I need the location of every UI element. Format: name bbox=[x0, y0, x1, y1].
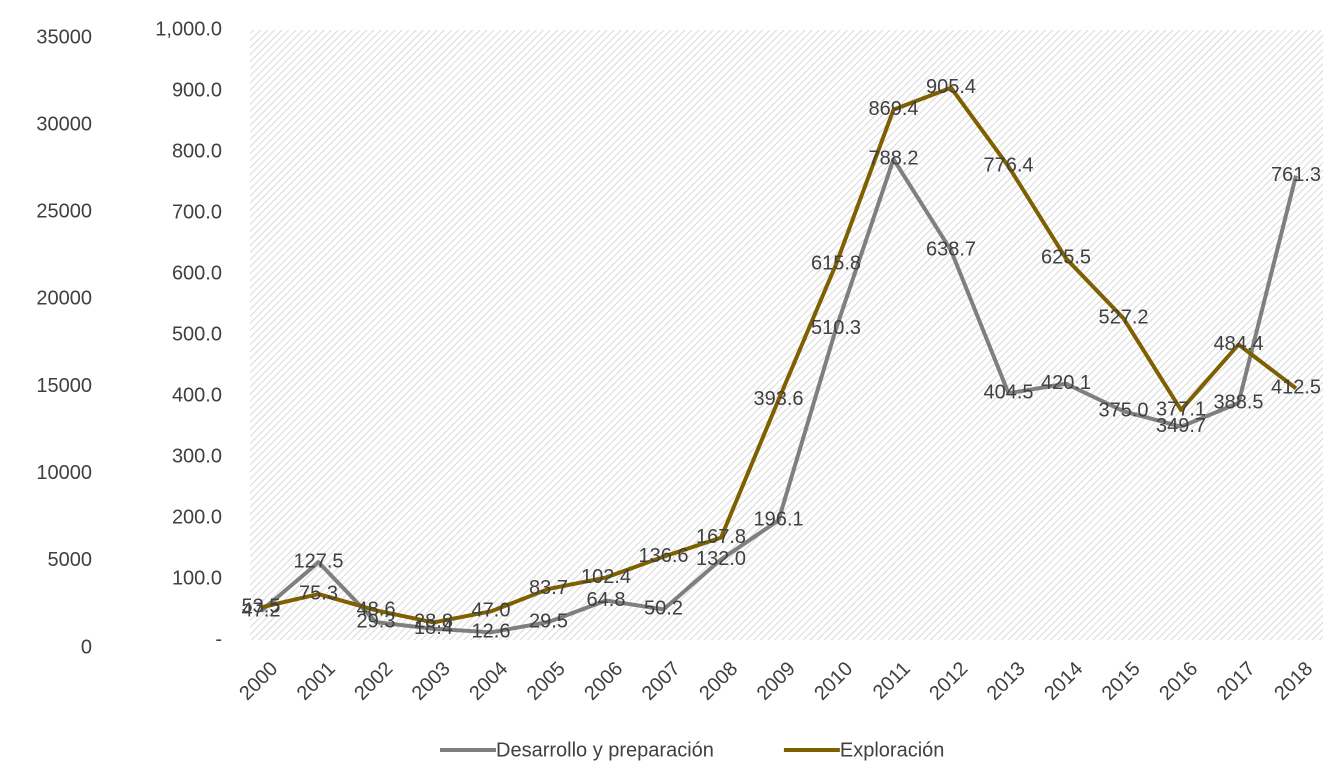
data-label: 48.6 bbox=[357, 599, 396, 621]
data-label: 625.5 bbox=[1041, 247, 1091, 269]
data-label: 28.8 bbox=[414, 611, 453, 633]
data-label: 615.8 bbox=[811, 253, 861, 275]
data-label: 47.2 bbox=[242, 599, 281, 621]
data-label: 377.1 bbox=[1156, 398, 1206, 420]
data-label: 29.3 bbox=[357, 610, 396, 632]
data-label: 136.6 bbox=[638, 545, 688, 567]
x-tick-label: 2010 bbox=[810, 658, 857, 705]
x-tick-label: 2017 bbox=[1213, 658, 1260, 705]
data-label: 510.3 bbox=[811, 317, 861, 339]
x-tick-label: 2001 bbox=[293, 658, 340, 705]
data-label: 761.3 bbox=[1271, 164, 1321, 186]
x-tick-label: 2005 bbox=[523, 658, 570, 705]
y-tick-label: 0 bbox=[81, 636, 92, 658]
x-tick-label: 2004 bbox=[465, 658, 512, 705]
x-tick-label: 2018 bbox=[1270, 658, 1317, 705]
data-label: 388.5 bbox=[1213, 391, 1263, 413]
y-tick-label: 20000 bbox=[36, 288, 92, 310]
y2-tick-label: 100.0 bbox=[172, 567, 222, 589]
y2-tick-label: 700.0 bbox=[172, 201, 222, 223]
x-tick-label: 2013 bbox=[983, 658, 1030, 705]
data-label: 75.3 bbox=[299, 582, 338, 604]
y2-tick-label: - bbox=[215, 628, 222, 650]
x-tick-label: 2012 bbox=[925, 658, 972, 705]
data-label: 349.7 bbox=[1156, 415, 1206, 437]
series-line bbox=[260, 85, 1298, 625]
data-label: 50.2 bbox=[644, 598, 683, 620]
y2-tick-label: 500.0 bbox=[172, 323, 222, 345]
x-tick-label: 2000 bbox=[235, 658, 282, 705]
y2-tick-label: 900.0 bbox=[172, 79, 222, 101]
data-label: 412.5 bbox=[1271, 377, 1321, 399]
data-label: 47.0 bbox=[472, 600, 511, 622]
y-tick-label: 35000 bbox=[36, 26, 92, 48]
y2-tick-label: 800.0 bbox=[172, 140, 222, 162]
y-tick-label: 30000 bbox=[36, 113, 92, 135]
x-tick-label: 2002 bbox=[350, 658, 397, 705]
x-tick-label: 2008 bbox=[695, 658, 742, 705]
y2-tick-label: 200.0 bbox=[172, 506, 222, 528]
data-label: 64.8 bbox=[587, 589, 626, 611]
legend-label: Desarrollo y preparación bbox=[496, 739, 714, 761]
data-label: 393.6 bbox=[753, 388, 803, 410]
x-tick-label: 2003 bbox=[408, 658, 455, 705]
data-label: 12.6 bbox=[472, 621, 511, 643]
data-label: 404.5 bbox=[983, 382, 1033, 404]
x-tick-label: 2016 bbox=[1155, 658, 1202, 705]
x-tick-label: 2014 bbox=[1040, 658, 1087, 705]
data-label: 196.1 bbox=[753, 509, 803, 531]
data-label: 375.0 bbox=[1098, 400, 1148, 422]
y-tick-label: 25000 bbox=[36, 201, 92, 223]
data-label: 788.2 bbox=[868, 147, 918, 169]
x-tick-label: 2007 bbox=[638, 658, 685, 705]
x-tick-label: 2015 bbox=[1098, 658, 1145, 705]
data-label: 638.7 bbox=[926, 239, 976, 261]
data-label: 29.5 bbox=[529, 610, 568, 632]
data-label: 420.1 bbox=[1041, 372, 1091, 394]
data-label: 167.8 bbox=[696, 526, 746, 548]
y2-tick-label: 400.0 bbox=[172, 384, 222, 406]
data-label: 102.4 bbox=[581, 566, 631, 588]
legend-label: Exploración bbox=[840, 739, 945, 761]
x-tick-label: 2006 bbox=[580, 658, 627, 705]
data-label: 484.4 bbox=[1213, 333, 1263, 355]
x-tick-label: 2009 bbox=[753, 658, 800, 705]
data-label: 527.2 bbox=[1098, 307, 1148, 329]
y2-tick-label: 300.0 bbox=[172, 445, 222, 467]
data-label: 869.4 bbox=[868, 98, 918, 120]
plot-area bbox=[250, 30, 1323, 640]
x-tick-label: 2011 bbox=[869, 658, 915, 704]
data-label: 132.0 bbox=[696, 548, 746, 570]
data-label: 776.4 bbox=[983, 155, 1033, 177]
y-tick-label: 15000 bbox=[36, 375, 92, 397]
y2-tick-label: 1,000.0 bbox=[155, 18, 222, 40]
data-label: 83.7 bbox=[529, 577, 568, 599]
data-label: 905.4 bbox=[926, 76, 976, 98]
data-label: 127.5 bbox=[293, 551, 343, 573]
y2-tick-label: 600.0 bbox=[172, 262, 222, 284]
data-label: 53.5 bbox=[242, 596, 281, 618]
data-label: 18.4 bbox=[414, 617, 453, 639]
y-tick-label: 10000 bbox=[36, 462, 92, 484]
y-tick-label: 5000 bbox=[48, 549, 93, 571]
series-line bbox=[259, 157, 1298, 635]
